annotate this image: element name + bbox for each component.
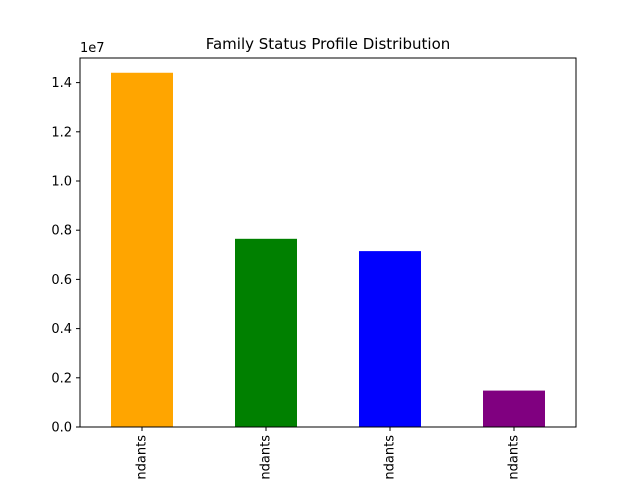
y-axis-offset-label: 1e7 [80, 41, 105, 56]
plot-frame [79, 57, 577, 428]
y-tick-label: 0.2 [51, 371, 72, 386]
y-tick-label: 1.2 [51, 125, 72, 140]
bar-2 [235, 238, 297, 427]
bar-3 [359, 251, 421, 427]
chart-title: Family Status Profile Distribution [206, 35, 451, 53]
y-axis: 0.0 0.2 0.4 0.6 0.8 1.0 1.2 1.4 [51, 76, 80, 436]
y-tick-label: 1.4 [51, 76, 72, 91]
y-tick-label: 0.0 [51, 421, 72, 436]
y-tick-label: 0.4 [51, 322, 72, 337]
bar-1 [111, 72, 173, 427]
x-axis: ndants ndants ndants ndants [135, 427, 522, 480]
y-tick-label: 1.0 [51, 175, 72, 190]
x-tick-label: ndants [135, 435, 150, 480]
y-tick-label: 0.6 [51, 273, 72, 288]
y-tick-label: 0.8 [51, 224, 72, 239]
bar-4 [483, 390, 545, 427]
bars-layer [111, 72, 545, 427]
x-tick-label: ndants [507, 435, 522, 480]
x-tick-label: ndants [259, 435, 274, 480]
x-tick-label: ndants [383, 435, 398, 480]
